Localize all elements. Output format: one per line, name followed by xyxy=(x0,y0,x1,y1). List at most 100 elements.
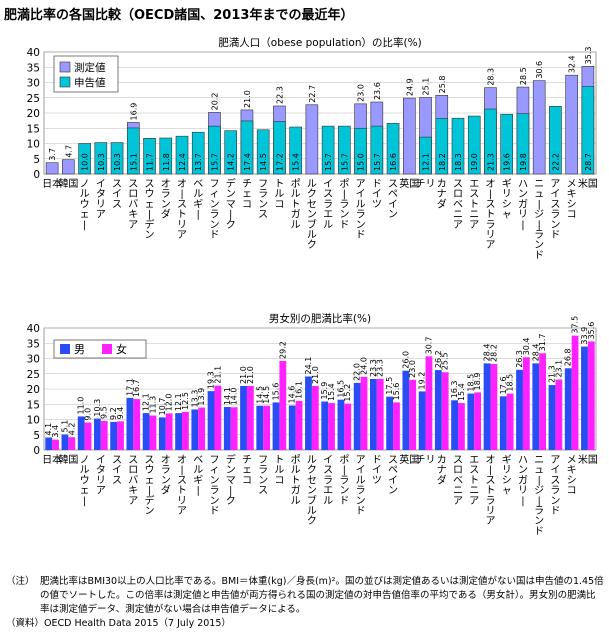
legend-swatch-self-report xyxy=(59,76,71,88)
bar-female xyxy=(84,422,92,450)
bar-self-report xyxy=(549,105,562,175)
bar-value-label-male: 16.5 xyxy=(336,380,345,398)
bar-inner-label: 15.0 xyxy=(357,153,366,171)
bar-value-label-male: 33.9 xyxy=(580,327,589,345)
bar-self-report xyxy=(208,125,221,175)
category-label: エストニア xyxy=(469,455,479,507)
bar-self-report xyxy=(273,121,286,175)
bar-self-report xyxy=(338,125,351,175)
category-label: スウェ|デン xyxy=(145,455,155,517)
bar-measured xyxy=(532,80,546,175)
y-tick-label: 20 xyxy=(27,108,40,120)
bar-value-label: 32.4 xyxy=(568,55,577,73)
bar-male xyxy=(548,385,556,450)
bar-value-label: 10.3 xyxy=(97,153,106,171)
bar-self-report xyxy=(321,125,335,175)
y-tick-label: 0 xyxy=(33,445,40,457)
bar-male xyxy=(223,406,231,450)
bar-female xyxy=(117,421,124,450)
bar-value-label-female: 29.2 xyxy=(278,341,287,359)
category-label: オ|ストリア xyxy=(177,454,187,517)
bar-value-label-male: 17.6 xyxy=(499,377,508,395)
chart-title: 肥満人口（obese population）の比率(%) xyxy=(218,36,421,49)
bar-value-label-female: 23.1 xyxy=(554,360,563,378)
bar-self-report xyxy=(110,142,124,175)
bar-value-label-male: 22.0 xyxy=(353,363,362,381)
bar-self-report xyxy=(224,130,238,175)
bar-inner-label: 15.1 xyxy=(129,153,138,171)
bar-value-label-male: 17.5 xyxy=(385,377,394,395)
legend-swatch-female xyxy=(102,344,112,354)
bar-value-label-male: 16.3 xyxy=(450,380,459,398)
bar-value-label: 28.3 xyxy=(486,68,495,86)
category-label: スロバキア xyxy=(128,179,138,231)
bar-value-label-male: 26.8 xyxy=(564,348,573,366)
bar-value-label-female: 4.2 xyxy=(67,422,76,435)
bar-male xyxy=(240,385,247,450)
bar-female xyxy=(311,385,319,450)
bar-value-label-female: 13.9 xyxy=(197,388,206,406)
bar-value-label-female: 3.4 xyxy=(51,425,60,438)
bar-female xyxy=(539,353,546,450)
bar-female xyxy=(198,407,206,450)
category-label: 米国 xyxy=(578,453,598,466)
bar-self-report xyxy=(191,131,205,175)
category-label: アイルランド xyxy=(356,179,366,241)
y-tick-label: 10 xyxy=(27,139,40,151)
bar-measured xyxy=(62,159,75,175)
bar-measured xyxy=(565,74,578,175)
category-label: トルコ xyxy=(274,179,284,210)
y-tick-label: 15 xyxy=(27,399,40,411)
bar-value-label-male: 4.1 xyxy=(44,423,53,436)
bar-value-label-male: 10.3 xyxy=(93,399,102,417)
bar-value-label-male: 14.5 xyxy=(255,386,264,404)
bar-value-label-female: 15.4 xyxy=(327,383,336,401)
bar-value-label-male: 23.3 xyxy=(369,359,378,377)
bar-value-label-female: 18.5 xyxy=(506,374,515,392)
category-label: メキシコ xyxy=(567,179,577,221)
legend-swatch-measured xyxy=(59,61,71,73)
bar-self-report xyxy=(516,113,530,175)
y-tick-label: 10 xyxy=(27,415,40,427)
bar-value-label: 23.0 xyxy=(357,84,366,102)
bar-value-label-female: 21.0 xyxy=(246,366,255,384)
bar-inner-label: 21.3 xyxy=(486,153,495,171)
category-label: ドイツ xyxy=(372,179,382,210)
category-label: ノルウェ| xyxy=(80,455,90,507)
legend: 男女 xyxy=(53,339,147,359)
bar-value-label-female: 9.0 xyxy=(83,408,92,421)
bar-value-label-female: 21.0 xyxy=(311,366,320,384)
category-label: メキシコ xyxy=(567,455,577,497)
bar-self-report xyxy=(581,86,595,175)
category-label: 英国 xyxy=(399,177,419,190)
bar-value-label: 15.4 xyxy=(292,153,301,171)
category-label: チェコ xyxy=(242,454,252,486)
bar-value-label-male: 24.1 xyxy=(304,357,313,375)
category-label: デンマ|ク xyxy=(226,453,236,507)
bar-self-report xyxy=(484,108,497,175)
y-tick-label: 5 xyxy=(33,154,40,166)
category-label: ニュ|ジ|ランド xyxy=(534,179,544,261)
bar-male xyxy=(305,376,312,450)
category-label: ギリシャ xyxy=(502,454,512,497)
bar-measured xyxy=(402,97,416,175)
bar-value-label: 22.3 xyxy=(275,86,284,104)
bar-male xyxy=(207,391,215,450)
bar-value-label: 20.2 xyxy=(210,93,219,111)
y-tick-label: 20 xyxy=(27,384,40,396)
bar-value-label: 15.7 xyxy=(340,153,349,171)
bar-value-label-female: 30.4 xyxy=(522,337,531,355)
category-label: ポ|ランド xyxy=(339,454,349,507)
category-label: 英国 xyxy=(399,453,419,466)
bar-female xyxy=(458,403,465,450)
y-tick-label: 40 xyxy=(27,323,40,335)
bar-value-label-female: 9.4 xyxy=(116,407,125,420)
bar-male xyxy=(386,396,394,450)
category-label: ドイツ xyxy=(372,455,382,486)
legend-label-female: 女 xyxy=(116,342,127,356)
bar-female xyxy=(425,356,433,450)
bar-self-report xyxy=(419,136,432,175)
bar-inner-label: 12.1 xyxy=(422,153,431,171)
bar-measured xyxy=(45,162,59,175)
bar-male xyxy=(516,369,523,450)
